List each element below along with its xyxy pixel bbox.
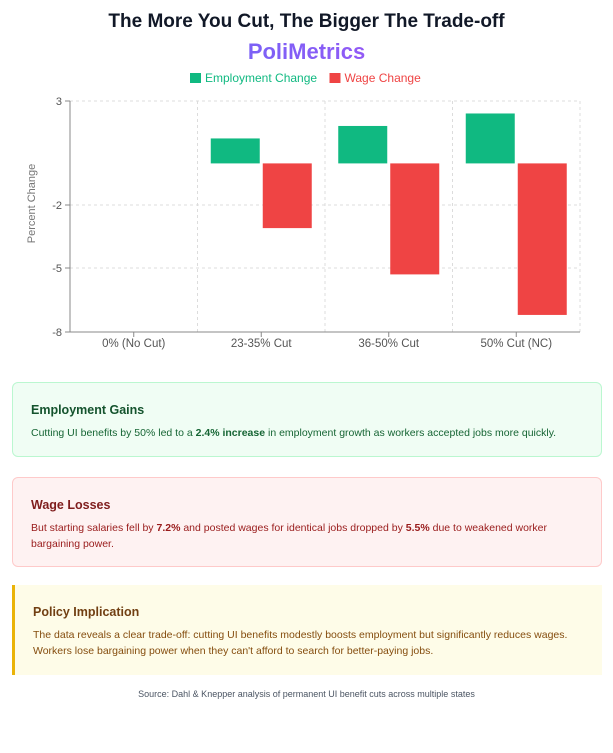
policy-implication-title: Policy Implication [33,605,140,619]
legend-label: Wage Change [345,71,422,85]
trade-off-chart: 3 -2 -5 -8 Percent Change 0% (No Cut) 23-35% C… [26,71,581,350]
employment-highlight: 2.4% increase [195,427,266,439]
policy-implication-text: The data reveals a clear trade-off: cutt… [33,629,568,657]
employment-gains-card: Employment Gains Cutting UI benefits by … [12,382,602,457]
employment-bar [210,138,260,164]
x-tick-label: 36-50% Cut [358,338,420,350]
brand-logo: PoliMetrics [0,39,613,65]
x-tick-label: 0% (No Cut) [102,338,165,350]
page-title: The More You Cut, The Bigger The Trade-o… [108,11,505,32]
source-note: Source: Dahl & Knepper analysis of perma… [138,689,475,699]
y-tick-label: -8 [52,327,62,339]
employment-bar [465,113,515,164]
y-axis-label: Percent Change [26,164,38,244]
wage-bar [517,163,567,315]
x-tick-label: 23-35% Cut [231,338,293,350]
wage-bar [390,163,440,275]
employment-gains-text: Cutting UI benefits by 50% led to a 2.4%… [31,427,557,439]
employment-bar [338,125,388,164]
wage-losses-card: Wage Losses But starting salaries fell b… [12,477,602,567]
y-tick-label: -2 [52,200,62,212]
wage-bar [262,163,312,229]
legend-label: Employment Change [205,71,317,85]
wage-losses-text: But starting salaries fell by 7.2% and p… [31,522,548,550]
legend-swatch [190,73,201,83]
y-tick-label: 3 [56,96,62,108]
posted-wage-highlight: 5.5% [405,522,430,534]
x-tick-label: 50% Cut (NC) [480,338,552,350]
legend-swatch [329,73,341,83]
policy-implication-card: Policy Implication The data reveals a cl… [12,585,602,675]
employment-gains-title: Employment Gains [31,403,145,417]
wage-losses-title: Wage Losses [31,498,111,512]
y-tick-label: -5 [52,263,62,275]
salary-drop-highlight: 7.2% [156,522,181,534]
